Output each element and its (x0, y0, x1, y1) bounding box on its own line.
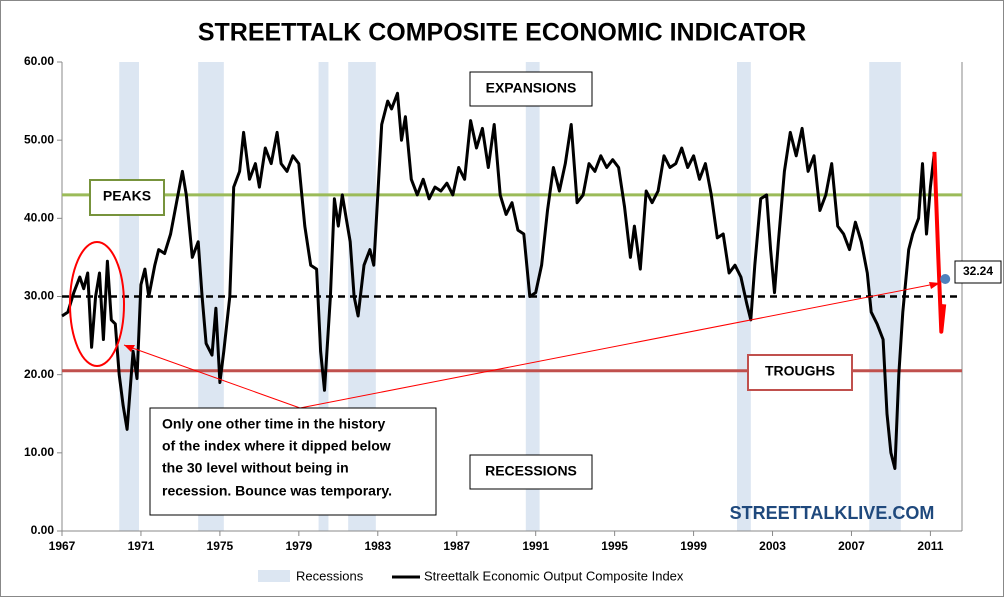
chart-title: STREETTALK COMPOSITE ECONOMIC INDICATOR (198, 19, 806, 47)
x-tick-label: 1979 (285, 539, 312, 553)
highlight-ellipse (69, 241, 125, 367)
legend-label: Recessions (296, 568, 364, 583)
note-line: of the index where it dipped below (162, 438, 391, 454)
troughs-label: TROUGHS (765, 363, 835, 379)
y-tick-label: 10.00 (24, 445, 54, 459)
x-tick-label: 1987 (443, 539, 470, 553)
legend-label: Streettalk Economic Output Composite Ind… (424, 568, 684, 583)
y-tick-label: 60.00 (24, 54, 54, 68)
recessions-label: RECESSIONS (485, 463, 577, 479)
peaks-label: PEAKS (103, 188, 151, 204)
x-tick-label: 1991 (522, 539, 549, 553)
arrow (123, 344, 301, 409)
legend-swatch (258, 570, 290, 582)
watermark: STREETTALKLIVE.COM (730, 503, 935, 523)
y-tick-label: 50.00 (24, 132, 54, 146)
projection-line (932, 151, 947, 334)
y-tick-label: 20.00 (24, 367, 54, 381)
annotations: EXPANSIONS RECESSIONS PEAKS TROUGHS Only… (69, 71, 1002, 523)
note-box (149, 407, 437, 516)
expansions-label: EXPANSIONS (486, 80, 577, 96)
marker-point (940, 273, 951, 284)
x-tick-label: 1971 (128, 539, 155, 553)
arrow-head (124, 345, 135, 352)
series-line (61, 91, 936, 470)
y-tick-label: 30.00 (24, 289, 54, 303)
x-tick-label: 1999 (680, 539, 707, 553)
recession-band (318, 62, 329, 531)
note-line: the 30 level without being in (162, 460, 349, 476)
y-tick-label: 40.00 (24, 211, 54, 225)
arrow (299, 282, 941, 409)
x-tick-label: 1975 (207, 539, 234, 553)
x-tick-label: 2003 (759, 539, 786, 553)
label-box (469, 454, 593, 490)
data-label: 32.24 (963, 264, 993, 278)
y-tick-label: 0.00 (31, 523, 55, 537)
note-line: recession. Bounce was temporary. (162, 483, 392, 499)
note-line: Only one other time in the history (162, 416, 385, 432)
label-box (89, 179, 165, 216)
x-tick-label: 2007 (838, 539, 865, 553)
value-box (954, 260, 1002, 284)
x-tick-label: 2011 (917, 539, 943, 553)
x-tick-label: 1967 (49, 539, 76, 553)
label-box (747, 354, 853, 391)
x-tick-label: 1983 (364, 539, 391, 553)
arrow-head (929, 282, 940, 289)
label-box (469, 71, 593, 107)
x-tick-label: 1995 (601, 539, 628, 553)
legend: Recessions Streettalk Economic Output Co… (258, 568, 684, 583)
